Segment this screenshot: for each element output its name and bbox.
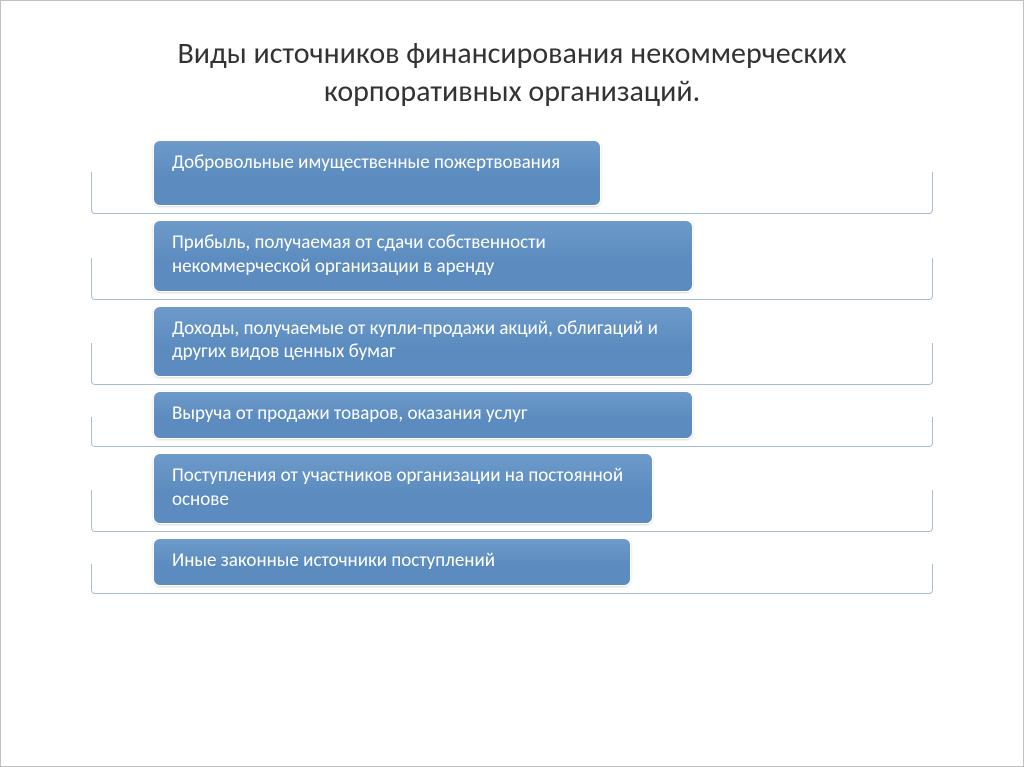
- diagram-list: Добровольные имущественные пожертвования…: [1, 140, 1023, 586]
- list-item: Поступления от участников организации на…: [91, 453, 933, 525]
- item-pill: Выруча от продажи товаров, оказания услу…: [153, 391, 693, 439]
- item-label: Иные законные источники поступлений: [172, 549, 495, 572]
- item-label: Доходы, получаемые от купли-продажи акци…: [172, 317, 658, 364]
- item-pill: Прибыль, получаемая от сдачи собственнос…: [153, 220, 693, 292]
- item-label: Выруча от продажи товаров, оказания услу…: [172, 402, 527, 425]
- list-item: Доходы, получаемые от купли-продажи акци…: [91, 306, 933, 378]
- item-label: Добровольные имущественные пожертвования: [172, 151, 560, 174]
- list-item: Добровольные имущественные пожертвования: [91, 140, 933, 206]
- item-pill: Доходы, получаемые от купли-продажи акци…: [153, 306, 693, 378]
- page-title: Виды источников финансирования некоммерч…: [1, 1, 1023, 140]
- item-label: Прибыль, получаемая от сдачи собственнос…: [172, 231, 546, 278]
- item-pill: Добровольные имущественные пожертвования: [153, 140, 601, 206]
- item-label: Поступления от участников организации на…: [172, 464, 623, 511]
- item-pill: Иные законные источники поступлений: [153, 538, 631, 586]
- list-item: Прибыль, получаемая от сдачи собственнос…: [91, 220, 933, 292]
- item-pill: Поступления от участников организации на…: [153, 453, 653, 525]
- list-item: Выруча от продажи товаров, оказания услу…: [91, 391, 933, 439]
- list-item: Иные законные источники поступлений: [91, 538, 933, 586]
